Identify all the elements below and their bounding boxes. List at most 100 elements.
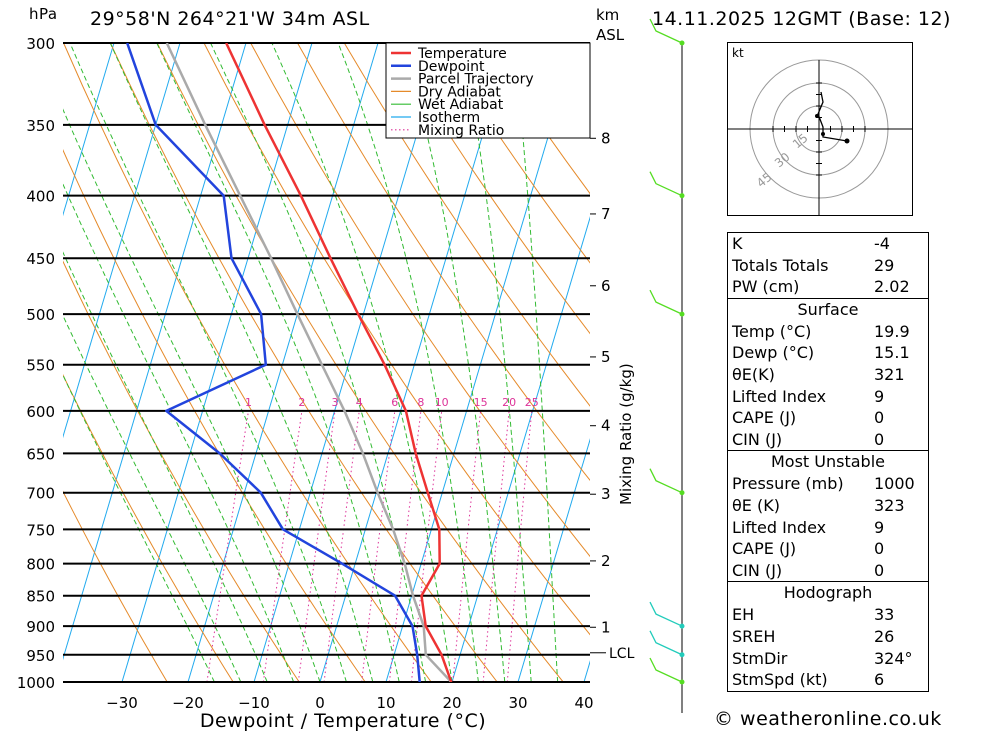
mixing-ratio-line xyxy=(206,410,249,682)
mixing-ratio-label: 2 xyxy=(298,396,305,409)
indices-row: Temp (°C) 19.9 xyxy=(728,321,928,343)
indices-row: SREH 26 xyxy=(728,626,928,648)
isotherm-line xyxy=(63,43,247,661)
indices-value: 0 xyxy=(874,429,885,449)
mixing-ratio-label: 3 xyxy=(331,396,338,409)
dry-adiabat-line xyxy=(437,43,590,264)
legend-label: Dry Adiabat xyxy=(418,84,501,100)
indices-row: CIN (J) 0 xyxy=(728,429,928,451)
temperature-tick-label: −20 xyxy=(172,694,204,712)
indices-value: 15.1 xyxy=(874,343,910,363)
indices-value: 33 xyxy=(874,605,895,625)
indices-section-title: Hodograph xyxy=(728,581,928,604)
indices-row: CIN (J) 0 xyxy=(728,560,928,582)
indices-label: PW (cm) xyxy=(732,277,800,297)
mixing-ratio-label: 1 xyxy=(245,396,252,409)
temperature-tick-label: −10 xyxy=(238,694,270,712)
indices-value: 321 xyxy=(874,364,905,384)
mixing-ratio-line xyxy=(323,410,360,682)
indices-label: Lifted Index xyxy=(732,386,827,406)
pressure-tick-label: 450 xyxy=(26,250,55,268)
dry-adiabat-line xyxy=(390,43,590,335)
temperature-profile-line xyxy=(225,43,453,682)
dry-adiabat-line xyxy=(63,490,168,682)
km-tick-label: 3 xyxy=(601,485,611,503)
indices-label: Totals Totals xyxy=(732,255,829,275)
indices-label: CIN (J) xyxy=(732,560,783,580)
wet-adiabat-line xyxy=(462,43,532,682)
dry-adiabat-line xyxy=(297,43,590,482)
mixing-ratio-line xyxy=(482,410,510,682)
pressure-level-lines xyxy=(63,42,590,683)
isotherm-line xyxy=(650,43,700,682)
km-tick-label: 7 xyxy=(601,205,611,223)
hpa-label: hPa xyxy=(29,5,58,23)
wet-adiabat-line xyxy=(403,43,506,682)
pressure-tick-label: 750 xyxy=(26,521,55,539)
dry-adiabat-line xyxy=(156,43,564,682)
wet-adiabat-line xyxy=(337,43,479,682)
indices-row: K -4 xyxy=(728,233,928,255)
indices-label: Temp (°C) xyxy=(732,321,812,341)
skewt-chart: 3003504004505005506006507007508008509009… xyxy=(17,18,700,732)
mixing-ratio-line xyxy=(361,410,396,682)
indices-row: PW (cm) 2.02 xyxy=(728,276,928,298)
wet-adiabat-line xyxy=(210,43,427,682)
indices-value: 0 xyxy=(874,560,885,580)
indices-row: CAPE (J) 0 xyxy=(728,407,928,429)
pressure-tick-label: 500 xyxy=(26,306,55,324)
indices-value: 29 xyxy=(874,255,895,275)
indices-label: θE (K) xyxy=(732,495,780,515)
isotherm-line xyxy=(319,43,511,682)
indices-row: Lifted Index 9 xyxy=(728,517,928,539)
km-label: km xyxy=(596,6,620,24)
legend-label: Temperature xyxy=(417,46,507,62)
pressure-tick-label: 850 xyxy=(26,588,55,606)
isotherm-line xyxy=(253,43,445,682)
wind-barb xyxy=(649,289,683,315)
dewpoint-profile-line xyxy=(126,43,421,682)
legend-label: Wet Adiabat xyxy=(418,97,504,113)
indices-value: 0 xyxy=(874,408,885,428)
pressure-tick-label: 950 xyxy=(26,647,55,665)
pressure-tick-label: 300 xyxy=(26,35,55,53)
hodograph-trace xyxy=(817,91,848,142)
lcl-label: LCL xyxy=(609,646,635,662)
mixing-ratio-label: 6 xyxy=(391,396,398,409)
wet-adiabat-line xyxy=(271,43,453,682)
x-axis-title: Dewpoint / Temperature (°C) xyxy=(200,710,486,732)
temperature-tick-label: −30 xyxy=(106,694,138,712)
wet-adiabat-line xyxy=(109,43,374,682)
km-tick-label: 1 xyxy=(601,618,611,636)
wind-barb xyxy=(649,171,683,197)
temperature-tick-label: 0 xyxy=(315,694,325,712)
indices-row: Pressure (mb) 1000 xyxy=(728,473,928,495)
indices-label: Lifted Index xyxy=(732,517,827,537)
dry-adiabat-line xyxy=(484,43,590,195)
indices-label: CAPE (J) xyxy=(732,539,797,559)
isotherm-line xyxy=(517,438,590,682)
km-tick-label: 5 xyxy=(601,348,611,366)
isotherm-line xyxy=(451,216,590,682)
location-title: 29°58'N 264°21'W 34m ASL xyxy=(90,8,370,30)
indices-section-title: Most Unstable xyxy=(728,450,928,473)
legend-label: Dewpoint xyxy=(418,59,485,75)
hodograph-point xyxy=(815,114,819,118)
hodograph-point xyxy=(844,138,850,144)
wet-adiabat-line xyxy=(63,108,321,682)
datetime-title: 14.11.2025 12GMT (Base: 12) xyxy=(652,8,951,30)
temperature-tick-label: 20 xyxy=(442,694,461,712)
indices-label: EH xyxy=(732,605,755,625)
indices-value: 26 xyxy=(874,626,895,646)
wind-barb xyxy=(649,630,683,656)
wind-barb xyxy=(649,18,683,44)
dry-adiabat-line xyxy=(250,43,590,558)
mixing-ratio-line xyxy=(297,410,336,682)
legend-label: Parcel Trajectory xyxy=(418,72,534,88)
dry-adiabat-line xyxy=(625,43,700,682)
pressure-tick-label: 800 xyxy=(26,556,55,574)
mixing-ratio-label: 8 xyxy=(417,396,424,409)
pressure-tick-label: 700 xyxy=(26,485,55,503)
mixing-ratio-line xyxy=(388,410,422,682)
